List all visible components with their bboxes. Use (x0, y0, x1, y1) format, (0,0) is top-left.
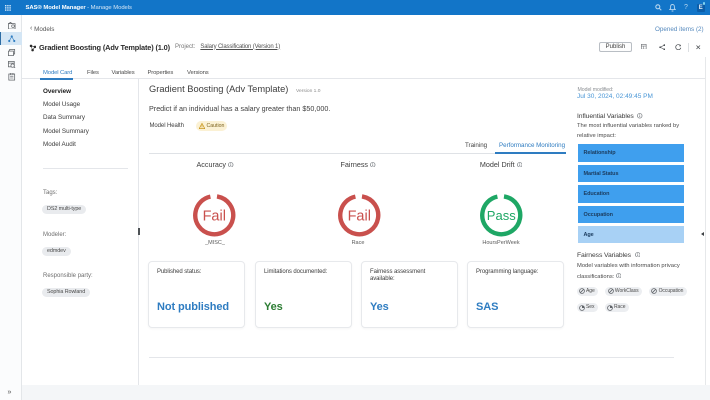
svg-text:Fail: Fail (348, 209, 371, 225)
svg-text:Fail: Fail (203, 209, 226, 225)
svg-text:Pass: Pass (487, 208, 516, 223)
